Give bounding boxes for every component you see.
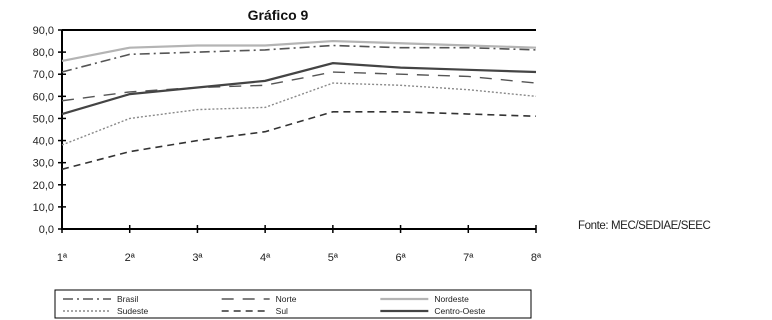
x-tick-label: 3ª <box>192 252 203 264</box>
series-line-centro-oeste <box>61 62 537 116</box>
legend-label: Nordeste <box>434 294 469 304</box>
legend-label: Brasil <box>117 294 138 304</box>
legend-box <box>54 289 532 319</box>
y-tick-label: 0,0 <box>39 224 54 236</box>
x-tick-label: 8ª <box>531 252 542 264</box>
x-tick-label: 5ª <box>328 252 339 264</box>
y-tick-label: 10,0 <box>33 202 54 214</box>
series-line-sul <box>61 111 537 171</box>
y-tick-label: 40,0 <box>33 136 54 148</box>
y-tick-label: 90,0 <box>33 25 54 37</box>
x-tick-label: 4ª <box>260 252 271 264</box>
y-tick-label: 80,0 <box>33 47 54 59</box>
chart-title: Gráfico 9 <box>248 7 309 23</box>
y-tick-label: 20,0 <box>33 180 54 192</box>
x-tick-label: 7ª <box>463 252 474 264</box>
series-line-brasil <box>61 44 537 73</box>
source-note: Fonte: MEC/SEDIAE/SEEC <box>578 220 711 232</box>
y-tick-label: 60,0 <box>33 91 54 103</box>
series-line-nordeste <box>61 39 537 63</box>
y-tick-label: 30,0 <box>33 158 54 170</box>
y-tick-label: 50,0 <box>33 113 54 125</box>
legend-label: Sul <box>276 306 288 316</box>
plot-area: 0,0 10,0 20,0 30,0 40,0 50,0 60,0 70,0 80,0 90,0 1… <box>33 25 542 264</box>
x-tick-label: 6ª <box>395 252 406 264</box>
legend-label: Norte <box>276 294 297 304</box>
series-line-norte <box>61 71 537 102</box>
y-tick-label: 70,0 <box>33 69 54 81</box>
x-tick-label: 1ª <box>57 252 68 264</box>
legend: Brasil Norte Nordeste Sudeste Sul Centro-Oest… <box>54 289 532 319</box>
x-tick-label: 2ª <box>125 252 136 264</box>
legend-label: Centro-Oeste <box>434 306 485 316</box>
series-line-sudeste <box>61 82 537 146</box>
legend-label: Sudeste <box>117 306 148 316</box>
